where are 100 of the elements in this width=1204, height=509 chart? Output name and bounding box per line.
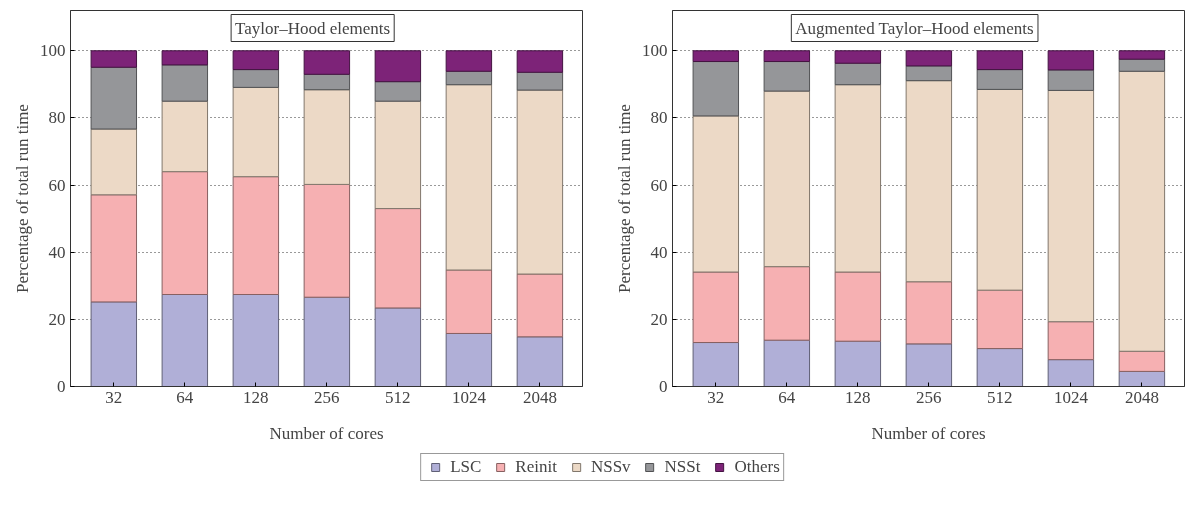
- legend-label: Reinit: [515, 457, 557, 477]
- bar: [516, 50, 564, 73]
- bar: [161, 100, 209, 173]
- bar: [90, 66, 138, 130]
- bar: [834, 340, 882, 387]
- y-tick-label: 20: [650, 309, 668, 329]
- x-tick-label: 512: [987, 387, 1013, 407]
- x-tick-label: 64: [176, 387, 194, 407]
- bar: [516, 336, 564, 387]
- y-axis-title: Percentage of total run time: [615, 104, 634, 293]
- bar: [1118, 50, 1166, 60]
- bar: [303, 89, 351, 185]
- bar: [763, 61, 811, 92]
- y-tick-label: 60: [48, 175, 66, 195]
- bar: [976, 348, 1024, 387]
- bar: [374, 100, 422, 210]
- y-axis-title: Percentage of total run time: [13, 104, 32, 293]
- y-tick-label: 0: [57, 377, 66, 396]
- bar: [976, 88, 1024, 291]
- bar: [303, 183, 351, 298]
- bar: [905, 80, 953, 283]
- x-tick-label: 128: [845, 387, 871, 407]
- bar: [1047, 50, 1095, 71]
- bar: [1047, 69, 1095, 91]
- legend-label: NSSv: [590, 457, 631, 477]
- bar: [303, 73, 351, 91]
- bar: [1118, 58, 1166, 72]
- bar: [976, 50, 1024, 71]
- bar: [834, 62, 882, 86]
- bar: [161, 171, 209, 296]
- x-tick-label: 128: [243, 387, 269, 407]
- bar: [692, 271, 740, 344]
- bar: [161, 64, 209, 102]
- y-tick-label: 40: [650, 242, 668, 262]
- bar: [232, 176, 280, 296]
- bar: [905, 50, 953, 67]
- bar: [834, 84, 882, 273]
- y-tick-label: 40: [48, 242, 66, 262]
- bar: [1047, 359, 1095, 387]
- bar: [1047, 321, 1095, 361]
- x-tick-label: 1024: [451, 387, 487, 407]
- bar: [905, 343, 953, 387]
- bar: [374, 307, 422, 387]
- x-tick-label: 512: [385, 387, 411, 407]
- x-tick-label: 32: [707, 387, 725, 407]
- bar: [1118, 350, 1166, 372]
- bar: [692, 61, 740, 117]
- y-tick-label: 100: [642, 41, 668, 61]
- y-tick-label: 60: [650, 175, 668, 195]
- bar: [90, 194, 138, 303]
- bar: [834, 50, 882, 64]
- y-tick-label: 0: [659, 377, 668, 396]
- bar: [763, 90, 811, 268]
- bar: [516, 273, 564, 338]
- bar: [232, 50, 280, 71]
- bar: [1047, 89, 1095, 323]
- x-tick-label: 32: [105, 387, 123, 407]
- y-tick-label: 20: [48, 309, 66, 329]
- bar: [763, 50, 811, 63]
- bar: [905, 65, 953, 82]
- bar: [516, 89, 564, 275]
- x-tick-label: 256: [916, 387, 942, 407]
- bar: [692, 342, 740, 387]
- bar: [303, 50, 351, 75]
- bar: [692, 50, 740, 63]
- bar: [445, 50, 493, 72]
- text: Taylor–Hood elements: [235, 18, 391, 38]
- bar: [516, 71, 564, 91]
- legend-label: Others: [734, 457, 780, 477]
- text: Augmented Taylor–Hood elements: [795, 18, 1034, 38]
- bar: [374, 208, 422, 309]
- bar: [445, 269, 493, 334]
- y-tick-label: 80: [650, 108, 668, 128]
- bar: [161, 50, 209, 66]
- bar: [834, 271, 882, 342]
- x-tick-label: 256: [314, 387, 340, 407]
- bar: [232, 294, 280, 387]
- y-tick-label: 100: [40, 41, 66, 61]
- bar: [692, 115, 740, 273]
- bar: [445, 332, 493, 387]
- bar: [232, 86, 280, 178]
- bar: [232, 69, 280, 88]
- x-tick-label: 2048: [522, 387, 557, 407]
- legend-label: LSC: [450, 457, 482, 477]
- bar: [763, 266, 811, 341]
- bar: [90, 50, 138, 68]
- bar: [763, 339, 811, 387]
- bar: [90, 301, 138, 387]
- bar: [374, 50, 422, 83]
- bar: [374, 81, 422, 102]
- legend-label: NSSt: [664, 457, 701, 477]
- bar: [905, 281, 953, 345]
- x-axis-title: Number of cores: [269, 423, 384, 443]
- y-tick-label: 80: [48, 108, 66, 128]
- bar: [976, 289, 1024, 350]
- x-tick-label: 1024: [1053, 387, 1089, 407]
- x-tick-label: 2048: [1124, 387, 1159, 407]
- bar: [445, 84, 493, 271]
- bar: [161, 294, 209, 387]
- bar: [976, 69, 1024, 90]
